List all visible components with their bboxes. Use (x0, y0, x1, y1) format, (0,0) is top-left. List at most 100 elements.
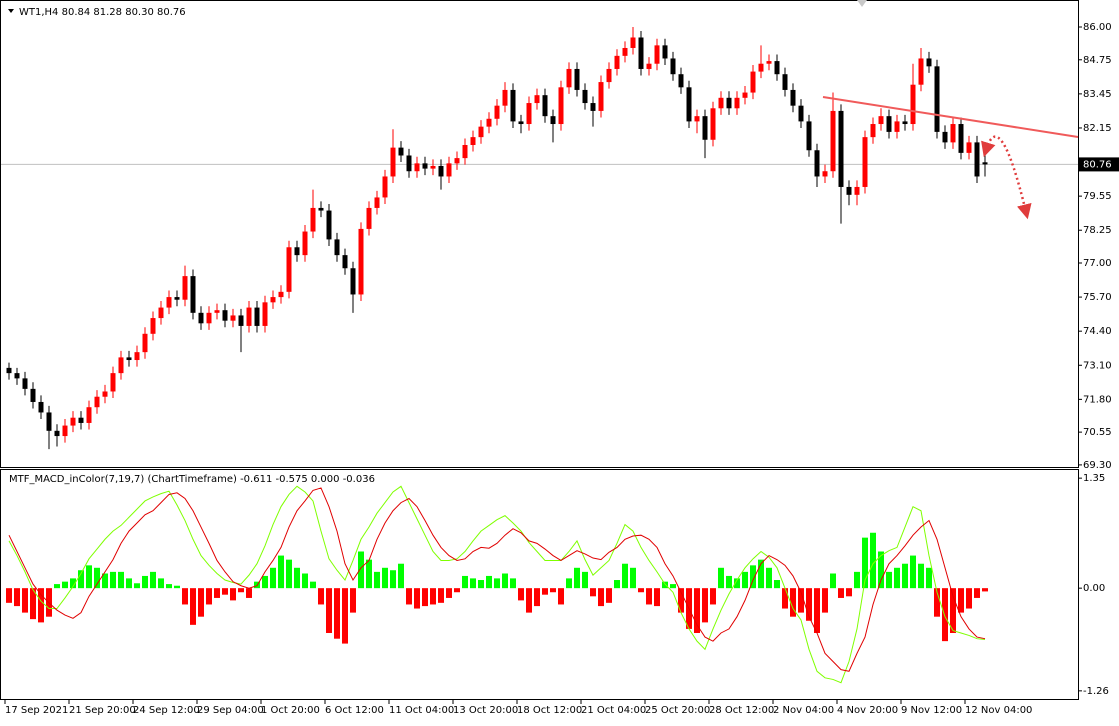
histogram-bar (462, 575, 468, 589)
candle-body (782, 74, 788, 90)
candle-body (118, 357, 124, 374)
candle-body (94, 396, 100, 408)
y-tick-label: 78.25 (1083, 225, 1112, 236)
y-tick-label: -1.26 (1083, 686, 1109, 697)
candle-body (190, 276, 196, 313)
candle-body (670, 58, 676, 75)
histogram-bar (494, 578, 500, 589)
histogram-bar (318, 588, 324, 605)
histogram-bar (182, 588, 188, 605)
candle-body (366, 207, 372, 229)
histogram-bar (534, 588, 540, 607)
histogram-bar (846, 588, 852, 597)
x-tick-label: 12 Nov 04:00 (965, 705, 1032, 716)
histogram-bar (574, 567, 580, 589)
histogram-bar (582, 571, 588, 589)
histogram-bar (782, 588, 788, 609)
histogram-bar (590, 588, 596, 597)
candle-body (86, 407, 92, 423)
candle-body (926, 58, 932, 67)
x-tick-label: 4 Nov 20:00 (837, 705, 898, 716)
candle-body (766, 61, 772, 64)
candle-body (678, 74, 684, 88)
signal-line (8, 487, 986, 672)
candle-body (726, 97, 732, 109)
histogram-bar (366, 559, 372, 589)
x-tick-label: 29 Sep 04:00 (197, 705, 264, 716)
histogram-bar (742, 571, 748, 589)
candle-body (238, 315, 244, 326)
candle-body (542, 95, 548, 117)
histogram-bar (694, 588, 700, 633)
histogram-bar (710, 588, 716, 605)
histogram-bar (174, 585, 180, 589)
histogram-bar (430, 588, 436, 605)
histogram-bar (454, 588, 460, 593)
candle-body (822, 171, 828, 177)
histogram-bar (206, 588, 212, 605)
candle-body (270, 297, 276, 303)
candle-body (158, 307, 164, 319)
candle-body (902, 121, 908, 125)
candle-body (406, 155, 412, 172)
histogram-bar (294, 567, 300, 589)
candle-body (790, 89, 796, 106)
histogram-bar (926, 567, 932, 589)
candle-body (254, 307, 260, 326)
candle-body (350, 268, 356, 295)
candle-body (798, 105, 804, 122)
histogram-bar (662, 581, 668, 589)
histogram-bar (838, 588, 844, 598)
candle-body (174, 297, 180, 300)
histogram-bar (286, 559, 292, 589)
candle-body (598, 82, 604, 111)
histogram-bar (270, 567, 276, 589)
x-tick-label: 9 Nov 12:00 (901, 705, 962, 716)
candle-body (518, 121, 524, 125)
histogram-bar (470, 578, 476, 589)
histogram-bar (382, 567, 388, 589)
candle-body (566, 68, 572, 88)
candle-body (278, 291, 284, 298)
x-tick-label: 21 Oct 04:00 (581, 705, 646, 716)
candle-body (494, 105, 500, 119)
symbol-menu-icon (8, 9, 14, 13)
candle-body (974, 142, 980, 177)
histogram-bar (486, 575, 492, 589)
candle-body (214, 310, 220, 313)
histogram-bar (670, 584, 676, 589)
histogram-bar (598, 588, 604, 607)
macd-line (8, 485, 986, 684)
candle-body (966, 142, 972, 153)
y-tick-label: 83.45 (1083, 89, 1112, 100)
x-tick-label: 17 Sep 2021 (5, 705, 68, 716)
candle-body (310, 207, 316, 232)
histogram-bar (326, 588, 332, 633)
histogram-bar (766, 567, 772, 589)
histogram-bar (622, 563, 628, 589)
y-tick-label: 1.35 (1083, 473, 1105, 484)
y-tick-label: 73.10 (1083, 360, 1112, 371)
candle-body (390, 147, 396, 177)
candle-body (750, 71, 756, 93)
candle-body (334, 239, 340, 256)
candle-body (150, 318, 156, 334)
candle-body (70, 417, 76, 426)
candle-body (862, 137, 868, 187)
x-tick-label: 11 Oct 04:00 (389, 705, 454, 716)
histogram-bar (54, 584, 60, 589)
candle-body (710, 108, 716, 140)
candle-body (958, 124, 964, 153)
candle-body (982, 162, 988, 165)
histogram-bar (910, 555, 916, 589)
histogram-bar (150, 571, 156, 589)
candle-body (318, 207, 324, 211)
x-tick-label: 1 Oct 20:00 (261, 705, 320, 716)
candle-body (206, 312, 212, 324)
histogram-bar (166, 584, 172, 589)
histogram-bar (350, 588, 356, 613)
histogram-bar (438, 588, 444, 603)
histogram-bar (302, 573, 308, 589)
candle-body (814, 150, 820, 177)
candle-body (734, 97, 740, 109)
